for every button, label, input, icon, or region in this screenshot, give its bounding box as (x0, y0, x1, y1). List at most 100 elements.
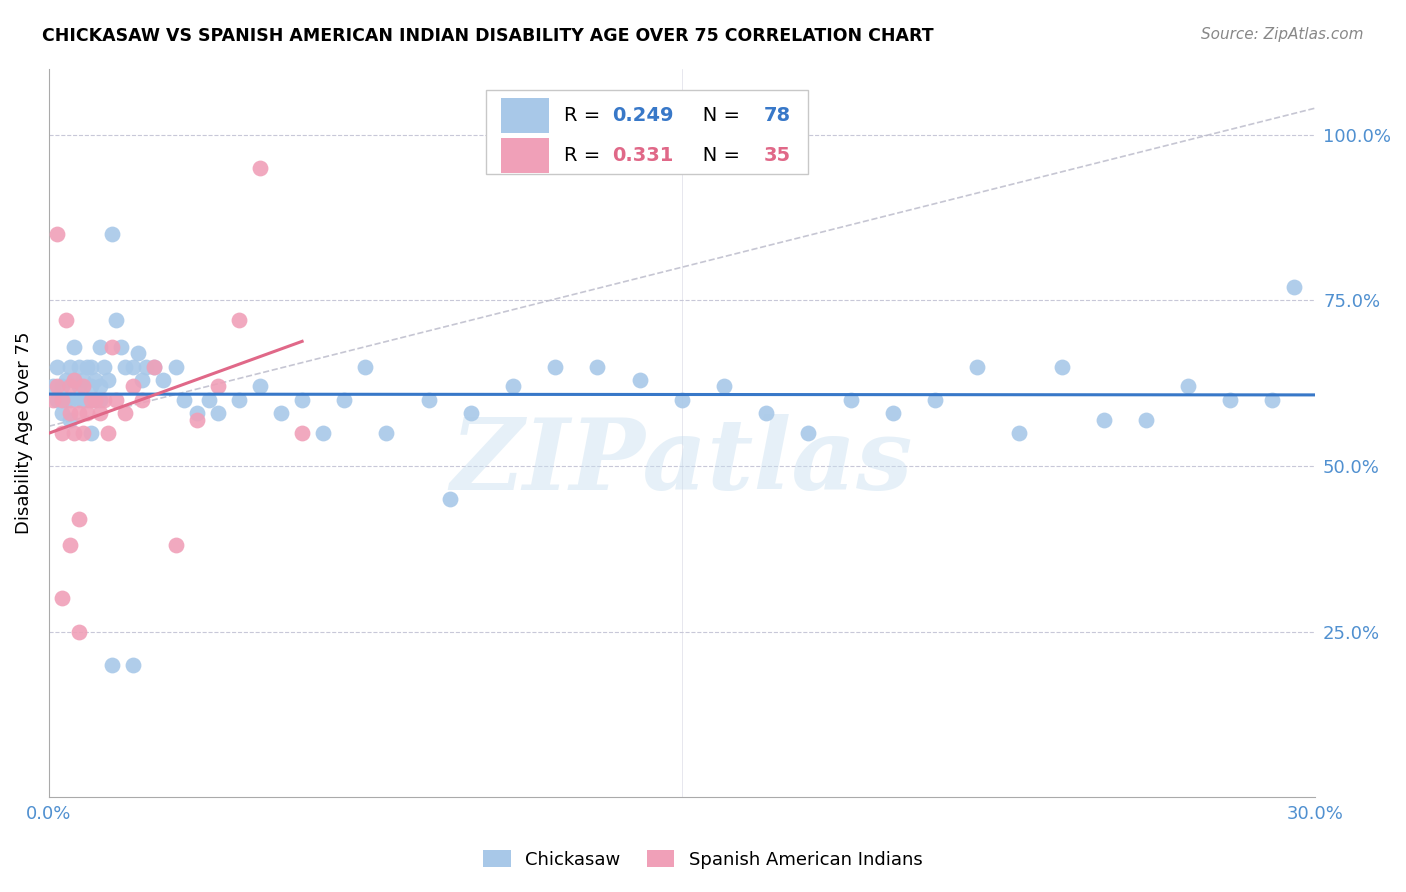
Point (93, 392, 115, 407)
Bar (501, 138, 548, 173)
Point (460, 406, 482, 420)
Point (76, 406, 98, 420)
Point (72, 425, 94, 440)
Point (755, 406, 778, 420)
Point (291, 425, 314, 440)
Point (72, 392, 94, 407)
Point (84, 392, 107, 407)
Point (1092, 412, 1115, 426)
Point (59, 538, 82, 552)
Point (63, 373, 86, 387)
Point (59, 392, 82, 407)
Point (51, 406, 73, 420)
Text: Source: ZipAtlas.com: Source: ZipAtlas.com (1201, 27, 1364, 42)
Point (131, 373, 153, 387)
Text: CHICKASAW VS SPANISH AMERICAN INDIAN DISABILITY AGE OVER 75 CORRELATION CHART: CHICKASAW VS SPANISH AMERICAN INDIAN DIS… (42, 27, 934, 45)
Point (84, 392, 107, 407)
Point (165, 538, 187, 552)
Point (46, 392, 69, 407)
Point (544, 359, 567, 374)
Point (152, 373, 174, 387)
Point (207, 379, 229, 393)
Point (797, 425, 820, 440)
Point (97, 425, 120, 440)
Point (312, 425, 335, 440)
Point (135, 359, 157, 374)
Point (63, 340, 86, 354)
Text: ZIPatlas: ZIPatlas (451, 414, 912, 510)
Point (110, 340, 132, 354)
Text: R =: R = (564, 146, 606, 165)
Point (198, 392, 221, 407)
Point (63, 373, 86, 387)
Point (101, 227, 124, 241)
Point (51, 591, 73, 606)
Point (63, 425, 86, 440)
Point (55, 392, 77, 407)
Point (89, 379, 111, 393)
Point (1008, 425, 1031, 440)
Point (1050, 359, 1073, 374)
Point (1177, 379, 1199, 393)
Point (51, 379, 73, 393)
Point (51, 392, 73, 407)
Point (55, 373, 77, 387)
Point (165, 359, 187, 374)
Point (76, 359, 98, 374)
Point (42, 379, 65, 393)
Point (46, 227, 69, 241)
Point (84, 373, 107, 387)
Point (143, 359, 166, 374)
Point (924, 392, 946, 407)
Point (105, 392, 128, 407)
Point (249, 161, 271, 175)
Point (143, 359, 166, 374)
Point (671, 392, 693, 407)
Point (122, 359, 145, 374)
Point (105, 313, 128, 327)
Point (72, 373, 94, 387)
Point (882, 406, 904, 420)
Point (122, 657, 145, 672)
Point (51, 425, 73, 440)
Text: 35: 35 (763, 146, 792, 165)
Text: 78: 78 (763, 106, 792, 125)
Point (55, 313, 77, 327)
Point (67, 359, 90, 374)
Point (628, 373, 651, 387)
Bar (501, 98, 548, 133)
Point (354, 359, 377, 374)
Point (101, 340, 124, 354)
Point (97, 373, 120, 387)
Point (59, 379, 82, 393)
Point (228, 392, 250, 407)
Point (839, 392, 862, 407)
Text: 0.249: 0.249 (612, 106, 673, 125)
Point (502, 379, 524, 393)
Legend: Chickasaw, Spanish American Indians: Chickasaw, Spanish American Indians (477, 843, 929, 876)
Point (67, 406, 90, 420)
Point (249, 379, 271, 393)
Point (333, 392, 356, 407)
Point (966, 359, 988, 374)
Point (72, 392, 94, 407)
Point (186, 406, 208, 420)
Point (46, 359, 69, 374)
Point (89, 406, 111, 420)
Point (173, 392, 195, 407)
Text: 0.331: 0.331 (612, 146, 673, 165)
Point (80, 425, 103, 440)
Point (80, 379, 103, 393)
Point (418, 392, 440, 407)
Point (72, 379, 94, 393)
Point (80, 392, 103, 407)
Point (80, 359, 103, 374)
Point (439, 491, 461, 506)
Text: R =: R = (564, 106, 606, 125)
Point (1135, 412, 1157, 426)
Point (127, 346, 149, 360)
Point (228, 313, 250, 327)
Point (42, 392, 65, 407)
Point (89, 340, 111, 354)
Point (1261, 392, 1284, 407)
